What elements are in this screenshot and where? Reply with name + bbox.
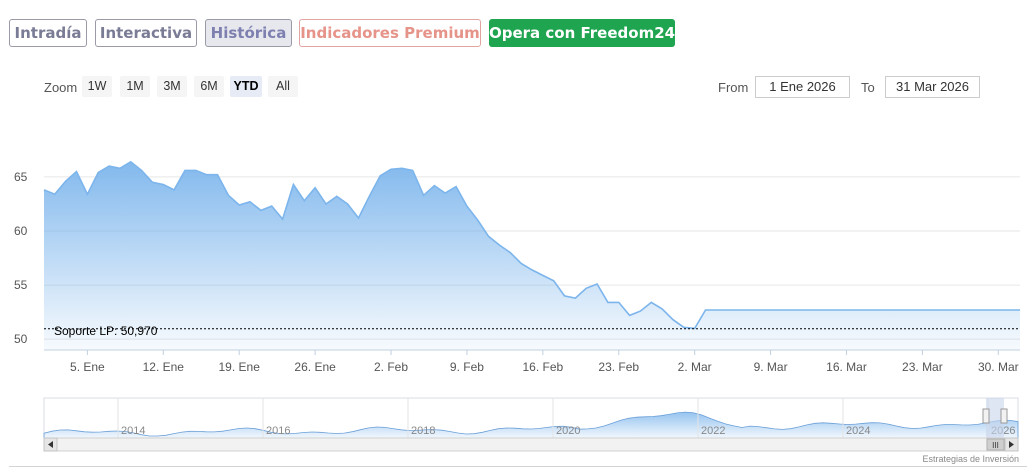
navigator-tick-label: 2022 (701, 425, 725, 437)
tab-intradia[interactable]: Intradía (9, 19, 87, 47)
chevron-right-icon (1009, 441, 1014, 448)
x-tick-label: 12. Ene (143, 360, 185, 374)
zoom-ytd-button[interactable]: YTD (230, 76, 262, 97)
navigator-tick-label: 2020 (556, 425, 580, 437)
navigator-tick-label: 2018 (411, 425, 435, 437)
tab-indicadores-premium[interactable]: Indicadores Premium (299, 19, 481, 47)
x-axis: 5. Ene 12. Ene 19. Ene 26. Ene 2. Feb 9. Feb 1… (70, 350, 1019, 374)
to-date-input[interactable]: 31 Mar 2026 (885, 76, 980, 98)
y-tick-label: 55 (14, 278, 28, 292)
x-tick-label: 9. Mar (754, 360, 788, 374)
y-tick-label: 60 (14, 224, 28, 238)
to-label: To (861, 80, 875, 95)
navigator-tick-label: 2014 (121, 425, 145, 437)
x-tick-label: 23. Mar (902, 360, 943, 374)
navigator-right-handle[interactable] (1000, 408, 1008, 424)
x-tick-label: 30. Mar (978, 360, 1019, 374)
x-tick-label: 23. Feb (598, 360, 639, 374)
bottom-divider (9, 466, 1027, 467)
x-tick-label: 16. Feb (522, 360, 563, 374)
support-label: Soporte LP: 50,970 (54, 324, 158, 338)
navigator-tick-label: 2016 (266, 425, 290, 437)
scrollbar[interactable]: III (43, 437, 1019, 452)
navigator[interactable]: 2014201620182020202220242026 (43, 397, 1019, 439)
scrollbar-thumb[interactable] (986, 438, 1005, 451)
zoom-6m-button[interactable]: 6M (194, 76, 224, 97)
y-tick-label: 65 (14, 170, 28, 184)
y-tick-label: 50 (14, 332, 28, 346)
y-axis: 50 55 60 65 (14, 170, 28, 346)
navigator-selection[interactable] (986, 398, 1004, 438)
price-line (43, 160, 1020, 330)
x-tick-label: 2. Mar (678, 360, 712, 374)
zoom-1m-button[interactable]: 1M (120, 76, 150, 97)
tab-interactiva[interactable]: Interactiva (95, 19, 197, 47)
opera-freedom24-button[interactable]: Opera con Freedom24 (489, 19, 675, 47)
from-date-input[interactable]: 1 Ene 2026 (755, 76, 850, 98)
navigator-left-handle[interactable] (982, 408, 990, 424)
chevron-left-icon (48, 441, 53, 448)
x-tick-label: 16. Mar (826, 360, 867, 374)
navigator-tick-label: 2024 (846, 425, 870, 437)
zoom-3m-button[interactable]: 3M (157, 76, 187, 97)
x-tick-label: 19. Ene (219, 360, 261, 374)
x-tick-label: 2. Feb (374, 360, 408, 374)
navigator-area (43, 411, 1019, 439)
x-tick-label: 5. Ene (70, 360, 105, 374)
zoom-1w-button[interactable]: 1W (82, 76, 112, 97)
navigator-x-axis: 2014201620182020202220242026 (117, 398, 1015, 438)
zoom-label: Zoom (44, 80, 78, 95)
zoom-all-button[interactable]: All (268, 76, 298, 97)
scrollbar-grip-icon: III (992, 441, 999, 450)
price-area (44, 161, 1020, 350)
tab-historica[interactable]: Histórica (205, 19, 292, 47)
from-label: From (718, 80, 749, 95)
chart-credits: Estrategias de Inversión (922, 454, 1019, 464)
x-tick-label: 26. Ene (294, 360, 336, 374)
x-tick-label: 9. Feb (450, 360, 484, 374)
